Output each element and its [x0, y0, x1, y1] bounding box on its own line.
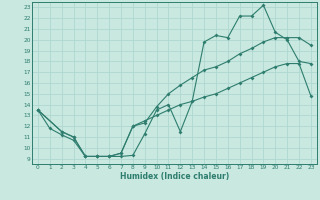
X-axis label: Humidex (Indice chaleur): Humidex (Indice chaleur) — [120, 172, 229, 181]
